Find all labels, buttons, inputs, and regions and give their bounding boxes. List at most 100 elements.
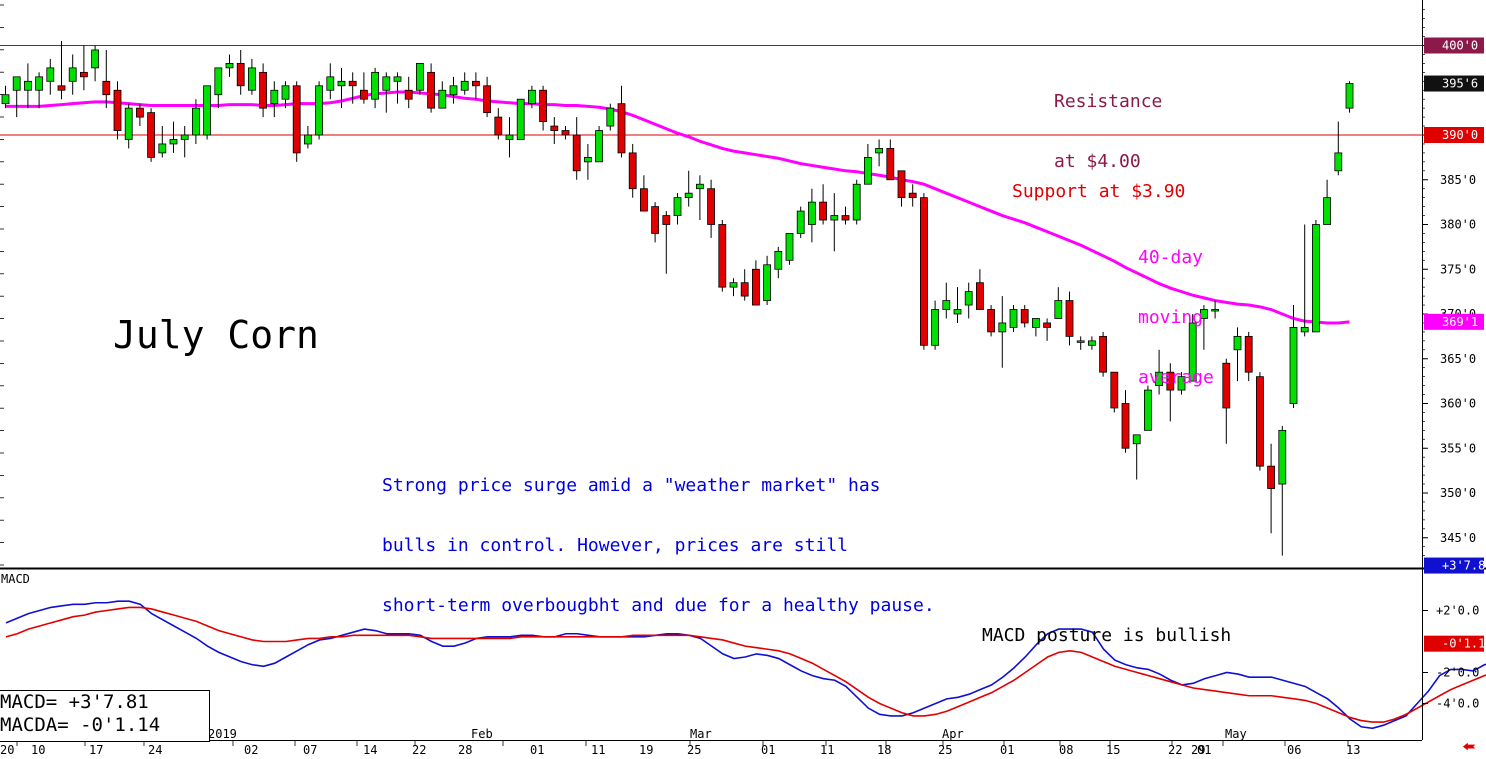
candle-body-up: [415, 63, 424, 91]
candle-body-down: [1020, 309, 1029, 324]
candle: [841, 206, 850, 225]
candle: [169, 121, 178, 153]
candle: [124, 103, 133, 149]
candle-body-up: [673, 197, 682, 216]
date-tick-label: 01: [530, 743, 544, 757]
candle-body-up: [1076, 340, 1085, 343]
candle-body-up: [729, 282, 738, 288]
date-tick-label: Feb: [471, 727, 493, 741]
candle: [1278, 425, 1287, 556]
candle-body-down: [718, 224, 727, 288]
commentary-line-2: bulls in control. However, prices are st…: [382, 535, 848, 556]
candle: [673, 193, 682, 225]
candle-body-up: [1054, 300, 1063, 319]
candle: [382, 72, 391, 113]
candle-body-up: [864, 156, 872, 185]
candle-body-up: [505, 134, 514, 140]
candle-body-up: [1188, 322, 1197, 382]
candle: [259, 63, 268, 118]
candle-body-down: [897, 170, 906, 199]
candle-body-down: [628, 152, 637, 190]
support-line-1: Support at $3.90: [1012, 181, 1186, 202]
date-tick-label: 08: [1059, 743, 1073, 757]
price-tick-label: 345'0: [1440, 531, 1476, 545]
candle-body-up: [830, 215, 839, 221]
candle: [483, 76, 492, 118]
macd-line: [5, 600, 1486, 730]
candle-body-up: [1032, 318, 1040, 328]
candle: [1323, 179, 1331, 225]
candle: [595, 126, 603, 163]
candle-body-down: [1121, 403, 1130, 449]
candle-body-up: [1233, 335, 1242, 351]
candle: [539, 85, 547, 131]
candle: [460, 72, 469, 95]
candle-body-up: [1200, 309, 1208, 319]
candle-body-down: [1099, 335, 1107, 373]
candle: [718, 220, 727, 292]
date-axis: 10 17 24 2019 02 07 14 22 28 Feb 01 11 19 25 Mar 01 11 18…: [0, 727, 1360, 757]
candle: [796, 206, 805, 238]
candle: [23, 63, 32, 109]
candle-body-up: [124, 107, 133, 140]
candle-body-down: [80, 71, 88, 78]
candle: [830, 193, 839, 252]
candle: [393, 72, 402, 104]
candle: [315, 81, 324, 140]
candle-body-down: [1244, 335, 1253, 373]
candle: [303, 126, 312, 149]
candle-body-up: [696, 183, 704, 190]
candle: [371, 67, 380, 109]
candle: [281, 81, 290, 109]
date-tick-label: Apr: [942, 727, 964, 741]
date-tick-label: 2019: [208, 727, 237, 741]
candle-body-up: [1312, 224, 1320, 333]
date-tick-label: May: [1225, 727, 1247, 741]
candle-body-up: [931, 309, 939, 346]
price-tick-label: 350'0: [1440, 486, 1476, 500]
candle: [337, 67, 346, 109]
price-tag: 400'0: [1442, 39, 1478, 53]
candle-body-up: [1088, 340, 1096, 346]
candle: [662, 211, 671, 274]
candle-body-down: [987, 309, 995, 333]
candle-body-up: [1300, 327, 1309, 333]
candle-body-up: [1009, 309, 1018, 328]
candle: [404, 76, 413, 109]
scroll-left-arrow-icon[interactable]: 🢘: [1462, 737, 1477, 758]
candle-body-up: [852, 183, 861, 221]
macd-readout-box: MACD= +3'7.81 MACDA= -0'1.14: [0, 690, 210, 742]
candle-body-up: [1278, 429, 1287, 485]
candle: [908, 184, 917, 207]
candle: [1099, 331, 1107, 377]
candle: [1032, 318, 1040, 337]
candle-body-up: [1289, 327, 1298, 404]
candle-body-down: [1065, 300, 1074, 337]
candle: [225, 54, 234, 77]
candle: [886, 139, 895, 181]
candle-body-up: [225, 63, 234, 69]
candle-body-up: [460, 80, 469, 91]
candle: [1, 85, 10, 109]
price-plot-area[interactable]: [0, 0, 1422, 568]
candle-body-down: [617, 103, 626, 154]
candle-body-up: [516, 98, 525, 140]
candle-body-down: [147, 112, 156, 158]
candle-body-up: [964, 291, 973, 306]
candle: [68, 54, 77, 95]
candle: [1166, 363, 1175, 422]
price-tag: 395'6: [1442, 77, 1478, 91]
moving-average-40-line: [5, 90, 1350, 325]
candle: [617, 85, 626, 158]
candle-body-up: [1155, 371, 1163, 386]
candle: [102, 49, 111, 109]
macd-tag-background: [1424, 557, 1484, 574]
candle-body-down: [752, 268, 760, 306]
candle-body-up: [1, 94, 10, 105]
candle: [180, 126, 189, 158]
candle-body-up: [998, 322, 1007, 333]
candle: [1188, 314, 1197, 382]
candle-body-up: [68, 67, 77, 82]
support-annotation: Support at $3.90: [1012, 142, 1185, 222]
commentary-line-3: short-term overbougbht and due for a hea…: [382, 595, 935, 616]
